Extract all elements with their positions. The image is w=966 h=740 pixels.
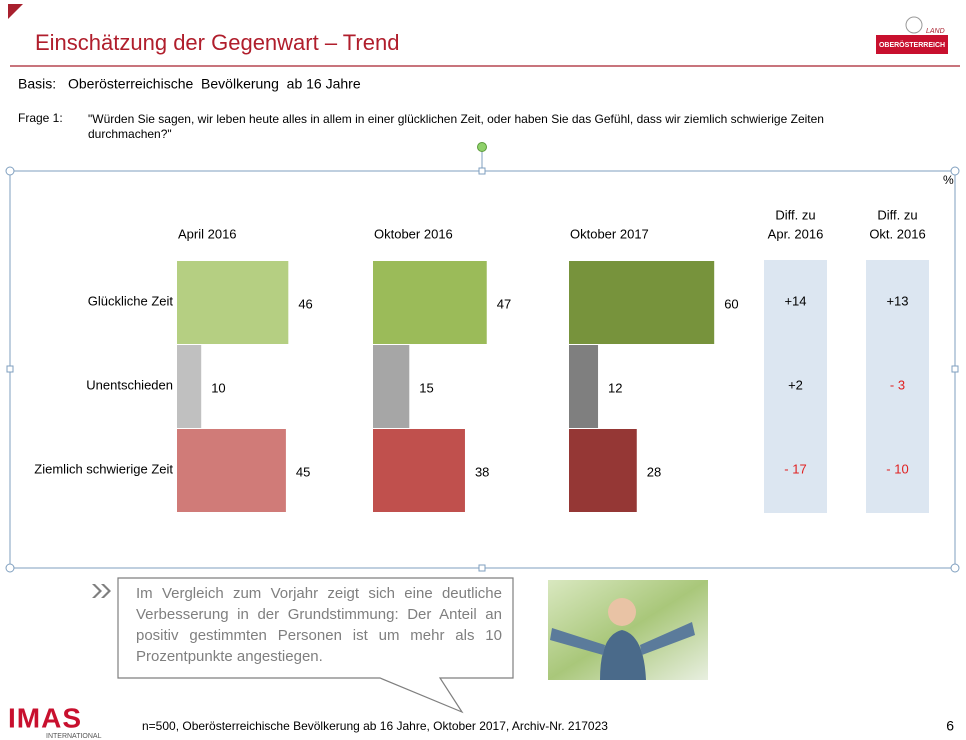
logo-bar — [876, 35, 948, 54]
bar — [569, 261, 715, 344]
footer-note: n=500, Oberösterreichische Bevölkerung a… — [142, 719, 608, 733]
logo: LAND OBERÖSTERREICH — [876, 16, 948, 54]
value-label: 38 — [475, 464, 489, 479]
series-label: Oktober 2017 — [570, 226, 649, 241]
photo-figure — [608, 598, 636, 626]
handle — [950, 166, 960, 176]
diff-background — [866, 260, 929, 513]
bar — [569, 429, 637, 512]
category-label: Unentschieden — [86, 377, 173, 392]
diff-title: Diff. zu — [877, 207, 917, 222]
series-label: Oktober 2016 — [374, 226, 453, 241]
basis-label: Basis: — [18, 76, 56, 92]
diff-value: - 3 — [890, 377, 905, 392]
brand-sub: INTERNATIONAL — [46, 733, 102, 740]
handle — [5, 166, 15, 176]
series-label: April 2016 — [178, 226, 237, 241]
bar — [177, 345, 202, 428]
diff-value: - 17 — [784, 461, 806, 476]
value-label: 45 — [296, 464, 310, 479]
handle — [478, 167, 486, 175]
value-label: 10 — [211, 380, 225, 395]
handle — [478, 564, 486, 572]
bar — [373, 345, 410, 428]
callout-arrow — [92, 584, 102, 598]
handle — [950, 563, 960, 573]
diff-title: Diff. zu — [775, 207, 815, 222]
logo-emblem — [905, 16, 923, 34]
photo-figure — [550, 622, 695, 655]
handle — [951, 365, 959, 373]
handle — [6, 365, 14, 373]
callout-text: Im Vergleich zum Vorjahr zeigt sich eine… — [136, 585, 502, 665]
value-label: 47 — [497, 296, 511, 311]
diff-background — [764, 260, 827, 513]
unit-label: % — [943, 173, 954, 187]
bar — [177, 429, 286, 512]
callout-bubble — [117, 577, 514, 714]
value-label: 60 — [724, 296, 738, 311]
logo-top: LAND — [926, 28, 945, 35]
selection-frame — [5, 142, 960, 573]
brand: IMAS — [8, 702, 82, 733]
basis-text: Oberösterreichische Bevölkerung ab 16 Ja… — [68, 76, 361, 92]
page-number: 6 — [946, 718, 954, 734]
bar — [177, 261, 289, 344]
category-label: Ziemlich schwierige Zeit — [34, 461, 173, 476]
callout-arrow — [101, 584, 111, 598]
value-label: 46 — [298, 296, 312, 311]
bar — [373, 261, 487, 344]
category-label: Glückliche Zeit — [88, 293, 174, 308]
question-label: Frage 1: — [18, 111, 63, 125]
question-text: "Würden Sie sagen, wir leben heute alles… — [88, 112, 824, 141]
diff-title: Okt. 2016 — [869, 226, 925, 241]
value-label: 15 — [419, 380, 433, 395]
diff-value: - 10 — [886, 461, 908, 476]
handle — [5, 563, 15, 573]
bar — [373, 429, 465, 512]
logo-bottom: OBERÖSTERREICH — [879, 40, 945, 49]
slide-title: Einschätzung der Gegenwart – Trend — [35, 30, 399, 55]
corner-mark — [8, 4, 23, 19]
photo-figure — [600, 630, 646, 680]
value-label: 12 — [608, 380, 622, 395]
diff-value: +2 — [788, 377, 803, 392]
diff-value: +14 — [784, 293, 806, 308]
value-label: 28 — [647, 464, 661, 479]
diff-title: Apr. 2016 — [768, 226, 824, 241]
diff-value: +13 — [886, 293, 908, 308]
rotate-handle — [477, 142, 487, 152]
bar — [569, 345, 599, 428]
